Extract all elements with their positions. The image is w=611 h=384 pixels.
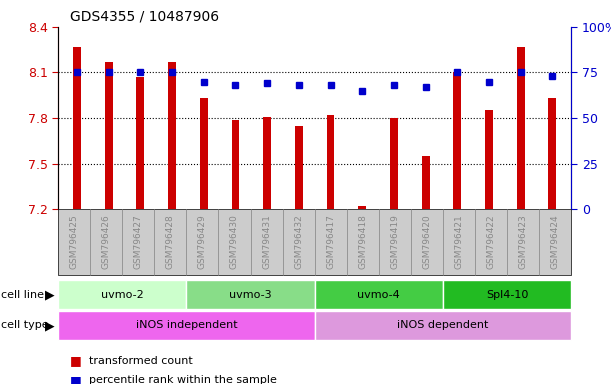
Bar	[517, 46, 525, 209]
Bar	[104, 62, 112, 209]
Bar	[295, 126, 303, 209]
Bar	[73, 46, 81, 209]
Text: ■: ■	[70, 354, 82, 367]
Text: iNOS dependent: iNOS dependent	[397, 320, 489, 331]
Text: GSM796431: GSM796431	[262, 215, 271, 269]
Text: GDS4355 / 10487906: GDS4355 / 10487906	[70, 9, 219, 23]
Bar	[548, 98, 556, 209]
Text: cell line: cell line	[1, 290, 44, 300]
Bar	[485, 111, 493, 209]
Text: uvmo-4: uvmo-4	[357, 290, 400, 300]
Text: GSM796417: GSM796417	[326, 215, 335, 269]
Text: GSM796419: GSM796419	[390, 215, 400, 269]
Text: GSM796429: GSM796429	[198, 215, 207, 269]
Text: iNOS independent: iNOS independent	[136, 320, 237, 331]
Bar	[136, 77, 144, 209]
Text: uvmo-2: uvmo-2	[101, 290, 144, 300]
Text: GSM796423: GSM796423	[519, 215, 528, 269]
Text: GSM796422: GSM796422	[486, 215, 496, 269]
Text: transformed count: transformed count	[89, 356, 192, 366]
Text: GSM796428: GSM796428	[166, 215, 175, 269]
Text: GSM796425: GSM796425	[70, 215, 79, 269]
Bar	[200, 98, 208, 209]
Text: GSM796432: GSM796432	[294, 215, 303, 269]
Bar	[232, 119, 240, 209]
Text: GSM796421: GSM796421	[455, 215, 464, 269]
Text: ▶: ▶	[45, 319, 55, 332]
Text: cell type: cell type	[1, 320, 49, 331]
Text: GSM796426: GSM796426	[101, 215, 111, 269]
Text: ■: ■	[70, 374, 82, 384]
Text: uvmo-3: uvmo-3	[229, 290, 272, 300]
Bar	[422, 156, 430, 209]
Bar	[326, 115, 334, 209]
Bar	[263, 117, 271, 209]
Text: Spl4-10: Spl4-10	[486, 290, 529, 300]
Bar	[168, 62, 176, 209]
Text: GSM796430: GSM796430	[230, 215, 239, 269]
Text: GSM796420: GSM796420	[422, 215, 431, 269]
Text: GSM796424: GSM796424	[551, 215, 560, 269]
Bar	[358, 206, 366, 209]
Text: GSM796427: GSM796427	[134, 215, 143, 269]
Text: percentile rank within the sample: percentile rank within the sample	[89, 375, 276, 384]
Bar	[453, 73, 461, 209]
Text: GSM796418: GSM796418	[358, 215, 367, 269]
Bar	[390, 118, 398, 209]
Text: ▶: ▶	[45, 288, 55, 301]
